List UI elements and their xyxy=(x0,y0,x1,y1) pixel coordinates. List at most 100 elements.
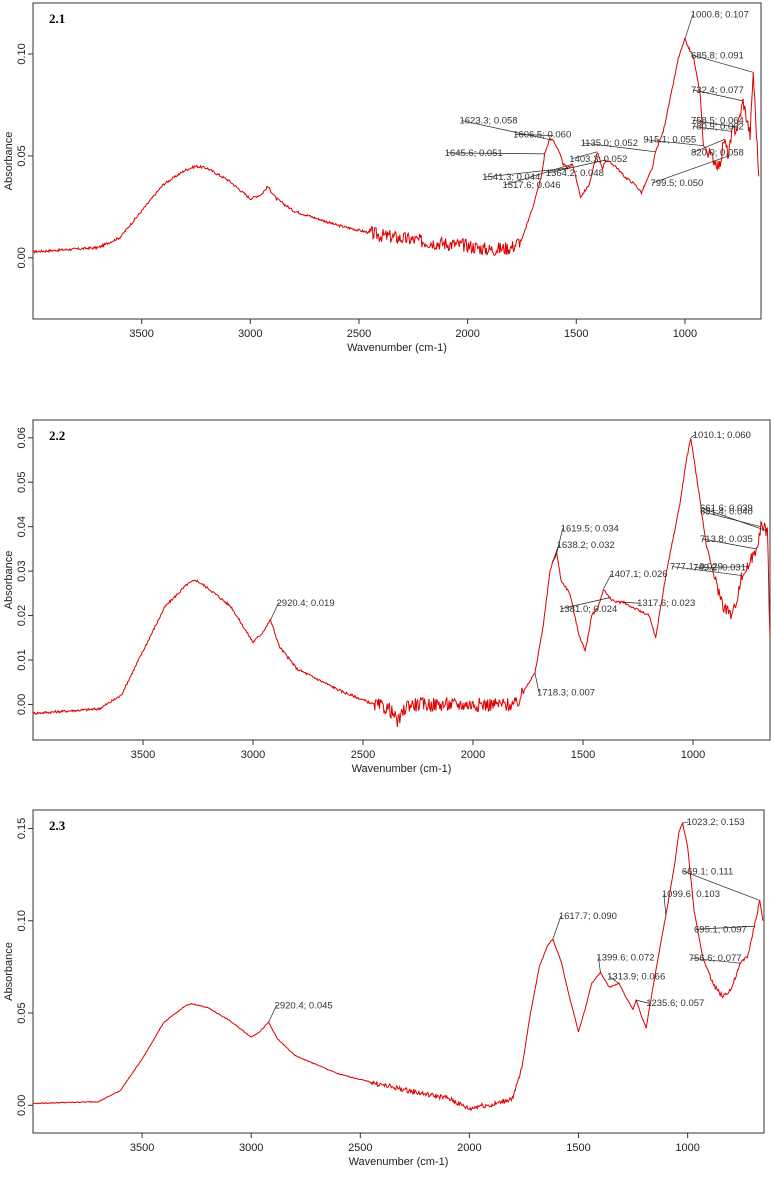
peak-annotation: 1099.6; 0.103 xyxy=(662,889,720,900)
peak-leader-line xyxy=(504,163,573,186)
peak-leader-line xyxy=(645,139,704,147)
x-axis-label: Wavenumber (cm-1) xyxy=(352,763,452,775)
peak-leader-line xyxy=(671,566,743,576)
plot-frame xyxy=(32,419,771,741)
peak-annotation: 777.1; 0.029 xyxy=(670,562,723,573)
panel-label: 2.2 xyxy=(49,428,65,443)
peak-annotation: 1364.2; 0.048 xyxy=(546,168,604,179)
peak-annotation: 780.9; 0.062 xyxy=(691,121,744,132)
plot-frame xyxy=(32,809,765,1134)
peak-annotation: 1010.1; 0.060 xyxy=(693,430,751,441)
peak-annotation: 732.4; 0.077 xyxy=(691,85,744,96)
peak-annotation: 1135.0; 0.052 xyxy=(581,138,638,149)
y-tick-label: 0.05 xyxy=(16,1002,28,1023)
x-tick-label: 1500 xyxy=(571,749,595,761)
peak-leader-line xyxy=(270,602,279,621)
peak-leader-line xyxy=(623,601,640,604)
peak-annotation: 1023.2; 0.153 xyxy=(687,817,745,828)
peak-annotation: 695.1; 0.097 xyxy=(694,924,747,935)
peak-annotation: 1606.5; 0.060 xyxy=(513,130,571,141)
peak-leader-line xyxy=(695,925,755,930)
peak-annotation: 1403.3; 0.052 xyxy=(569,154,627,165)
spectrum-panel-2-3: 3500 3000 2500 2000 1500 1000 0.00 0.05 0.10 0.15… xyxy=(0,805,774,1180)
peak-annotation: 758.5; 0.064 xyxy=(691,115,744,126)
x-tick-label: 2500 xyxy=(348,1142,372,1154)
x-tick-label: 3000 xyxy=(239,1142,263,1154)
peak-annotation: 1399.6; 0.072 xyxy=(596,952,654,963)
spectrum-line xyxy=(33,37,760,256)
x-tick-label: 1000 xyxy=(675,1142,699,1154)
y-tick-label: 0.00 xyxy=(16,247,28,268)
y-tick-label: 0.15 xyxy=(16,818,28,839)
peak-annotation: 1541.3; 0.044 xyxy=(482,172,540,183)
peak-annotation: 749.2; 0.031 xyxy=(693,563,746,574)
peak-annotation: 1617.7; 0.090 xyxy=(559,911,617,922)
peak-annotation: 1407.1; 0.026 xyxy=(609,569,667,580)
peak-annotation: 1645.6; 0.051 xyxy=(445,148,503,159)
x-tick-label: 2000 xyxy=(461,749,485,761)
peak-annotation: 1317.6; 0.023 xyxy=(637,598,695,609)
y-tick-label: 0.00 xyxy=(16,1095,28,1116)
ftir-chart-2-2: 3500 3000 2500 2000 1500 1000 0.00 0.01 0.02 0.03… xyxy=(3,419,771,775)
peak-leader-line xyxy=(690,434,695,439)
peak-leader-line xyxy=(446,152,545,155)
peak-annotation: 1619.5; 0.034 xyxy=(561,523,619,534)
peak-leader-line xyxy=(603,573,612,590)
peak-annotation: 2920.4; 0.045 xyxy=(275,1000,333,1011)
x-tick-label: 3500 xyxy=(129,328,153,340)
x-tick-label: 1500 xyxy=(566,1142,590,1154)
peak-leader-line xyxy=(684,14,694,40)
peak-annotation: 1517.6; 0.046 xyxy=(502,180,560,191)
x-tick-label: 3000 xyxy=(238,328,262,340)
peak-annotation: 820.0; 0.058 xyxy=(691,148,744,159)
peak-leader-line xyxy=(636,999,649,1004)
peak-leader-line xyxy=(652,155,729,184)
spectrum-line xyxy=(33,438,770,728)
peak-leader-line xyxy=(692,139,725,153)
peak-leader-line xyxy=(268,1005,277,1023)
peak-leader-line xyxy=(556,528,564,554)
peak-leader-line xyxy=(701,511,761,528)
peak-annotation: 799.5; 0.050 xyxy=(651,178,704,189)
ftir-chart-2-1: 3500 3000 2500 2000 1500 1000 0.00 0.05 0.10 Wave… xyxy=(3,2,762,354)
y-tick-label: 0.06 xyxy=(16,427,28,448)
y-axis-label: Absorbance xyxy=(3,551,15,610)
peak-leader-line xyxy=(690,957,741,964)
peak-annotation: 685.8; 0.091 xyxy=(691,50,744,61)
peak-leader-line xyxy=(552,916,562,940)
peak-leader-line xyxy=(701,538,757,550)
peak-annotation: 1381.0; 0.024 xyxy=(559,604,617,615)
x-tick-label: 1000 xyxy=(681,749,705,761)
y-tick-label: 0.05 xyxy=(16,472,28,493)
spectrum-line xyxy=(33,822,764,1112)
peak-leader-line xyxy=(682,821,689,824)
peak-annotation: 1718.3; 0.007 xyxy=(537,687,595,698)
peak-leader-line xyxy=(692,89,744,102)
y-tick-label: 0.03 xyxy=(16,560,28,581)
x-tick-label: 3500 xyxy=(130,1142,154,1154)
y-tick-label: 0.00 xyxy=(16,694,28,715)
x-tick-label: 3000 xyxy=(241,749,265,761)
peak-leader-line xyxy=(571,151,598,160)
peak-leader-line xyxy=(515,134,554,136)
panel-label: 2.1 xyxy=(49,11,65,26)
peak-leader-line xyxy=(663,894,667,916)
x-tick-label: 2500 xyxy=(351,749,375,761)
x-axis-label: Wavenumber (cm-1) xyxy=(347,342,447,354)
y-axis-label: Absorbance xyxy=(3,132,15,191)
peak-leader-line xyxy=(534,673,540,693)
peak-leader-line xyxy=(695,566,749,569)
x-tick-label: 1500 xyxy=(564,328,588,340)
y-tick-label: 0.01 xyxy=(16,649,28,670)
x-tick-label: 2000 xyxy=(457,1142,481,1154)
y-tick-label: 0.02 xyxy=(16,605,28,626)
peak-leader-line xyxy=(692,54,754,73)
peak-leader-line xyxy=(561,597,610,610)
y-axis-label: Absorbance xyxy=(3,942,15,1001)
peak-annotation: 713.8; 0.035 xyxy=(700,534,753,545)
peak-annotation: 1313.9; 0.066 xyxy=(607,971,665,982)
x-axis-label: Wavenumber (cm-1) xyxy=(349,1156,449,1168)
peak-leader-line xyxy=(461,120,550,140)
y-tick-label: 0.04 xyxy=(16,516,28,537)
peak-leader-line xyxy=(701,507,768,532)
